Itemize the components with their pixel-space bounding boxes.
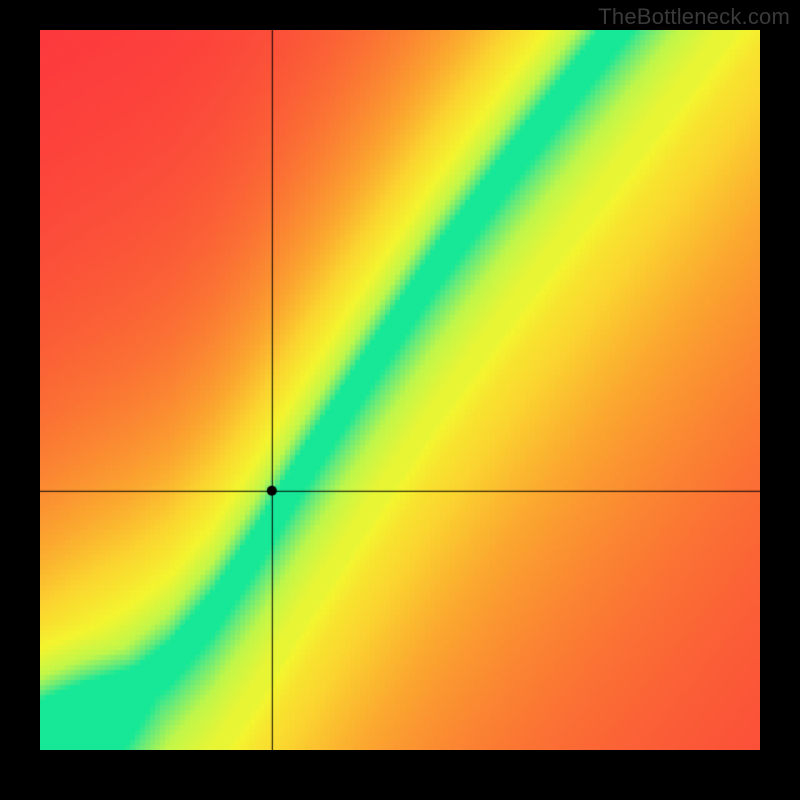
watermark-text: TheBottleneck.com [598, 4, 790, 30]
heatmap-canvas [40, 30, 760, 750]
chart-container: TheBottleneck.com [0, 0, 800, 800]
heatmap-plot [40, 30, 760, 750]
